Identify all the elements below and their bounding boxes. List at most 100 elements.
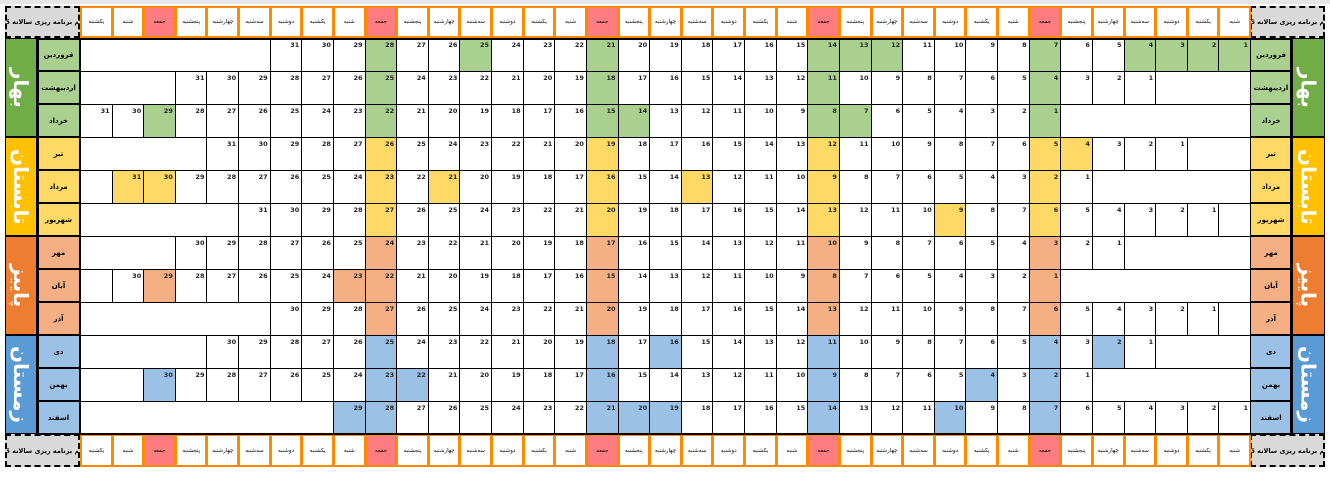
- day-cell[interactable]: 21: [554, 203, 587, 237]
- day-cell[interactable]: 3: [1155, 401, 1188, 435]
- day-cell[interactable]: 3: [997, 368, 1030, 402]
- day-cell[interactable]: 16: [744, 38, 777, 72]
- day-cell[interactable]: 5: [902, 104, 935, 138]
- day-cell[interactable]: 10: [775, 368, 809, 402]
- day-cell[interactable]: 29: [301, 203, 334, 237]
- day-cell[interactable]: 22: [459, 71, 493, 105]
- day-cell[interactable]: 25: [332, 236, 366, 270]
- day-cell[interactable]: 8: [870, 236, 904, 270]
- day-cell[interactable]: 27: [238, 368, 271, 402]
- day-cell[interactable]: 13: [744, 335, 777, 369]
- day-cell-holiday[interactable]: 6: [1028, 203, 1062, 237]
- day-cell-holiday[interactable]: 11: [807, 71, 840, 105]
- day-cell[interactable]: 16: [554, 269, 587, 303]
- day-cell-holiday[interactable]: 16: [585, 170, 619, 204]
- day-cell-holiday[interactable]: 4: [1028, 71, 1062, 105]
- day-cell[interactable]: 24: [301, 104, 334, 138]
- day-cell-holiday[interactable]: 8: [807, 269, 840, 303]
- day-cell[interactable]: 19: [554, 71, 587, 105]
- day-cell[interactable]: 5: [933, 368, 967, 402]
- day-cell[interactable]: 29: [206, 236, 240, 270]
- day-cell[interactable]: 1: [1123, 335, 1157, 369]
- day-cell[interactable]: 30: [301, 38, 334, 72]
- day-cell[interactable]: 16: [554, 104, 587, 138]
- day-cell-holiday[interactable]: 29: [332, 401, 366, 435]
- day-cell-holiday[interactable]: 22: [364, 269, 398, 303]
- day-cell[interactable]: 23: [427, 335, 461, 369]
- day-cell[interactable]: 14: [617, 269, 651, 303]
- day-cell[interactable]: 21: [554, 302, 587, 336]
- day-cell[interactable]: 4: [965, 170, 998, 204]
- day-cell[interactable]: 5: [997, 335, 1030, 369]
- day-cell[interactable]: 3: [1060, 335, 1093, 369]
- day-cell[interactable]: 8: [838, 170, 872, 204]
- day-cell[interactable]: 10: [838, 71, 872, 105]
- day-cell[interactable]: 22: [491, 137, 524, 171]
- day-cell[interactable]: 7: [997, 203, 1030, 237]
- day-cell[interactable]: 27: [206, 104, 240, 138]
- day-cell-holiday[interactable]: 1: [1028, 104, 1062, 138]
- day-cell-holiday[interactable]: 7: [838, 104, 872, 138]
- day-cell[interactable]: 17: [554, 170, 587, 204]
- day-cell-holiday[interactable]: 27: [364, 203, 398, 237]
- day-cell-holiday[interactable]: 29: [143, 104, 176, 138]
- day-cell[interactable]: 26: [332, 71, 366, 105]
- day-cell-holiday[interactable]: 5: [1028, 137, 1062, 171]
- day-cell[interactable]: 6: [965, 335, 998, 369]
- day-cell[interactable]: 11: [744, 368, 777, 402]
- day-cell[interactable]: 17: [649, 137, 682, 171]
- day-cell[interactable]: 17: [617, 71, 651, 105]
- day-cell[interactable]: 28: [301, 137, 334, 171]
- day-cell[interactable]: 8: [997, 401, 1030, 435]
- day-cell[interactable]: 24: [459, 302, 493, 336]
- day-cell[interactable]: 14: [680, 236, 714, 270]
- day-cell[interactable]: 23: [491, 203, 524, 237]
- day-cell[interactable]: 20: [554, 137, 587, 171]
- day-cell[interactable]: 16: [712, 302, 746, 336]
- day-cell[interactable]: 8: [933, 137, 967, 171]
- day-cell[interactable]: 28: [269, 335, 303, 369]
- day-cell-holiday[interactable]: 26: [364, 137, 398, 171]
- day-cell[interactable]: 24: [396, 335, 429, 369]
- day-cell[interactable]: 4: [1123, 401, 1157, 435]
- day-cell[interactable]: 23: [491, 302, 524, 336]
- day-cell[interactable]: 4: [1091, 203, 1125, 237]
- day-cell[interactable]: 12: [870, 401, 904, 435]
- day-cell[interactable]: 1: [1091, 236, 1125, 270]
- day-cell[interactable]: 7: [870, 170, 904, 204]
- day-cell[interactable]: 17: [522, 269, 556, 303]
- day-cell[interactable]: 15: [775, 38, 809, 72]
- day-cell[interactable]: 19: [491, 368, 524, 402]
- day-cell[interactable]: 17: [680, 302, 714, 336]
- day-cell[interactable]: 31: [80, 104, 113, 138]
- day-cell[interactable]: 18: [680, 38, 714, 72]
- day-cell[interactable]: 9: [775, 269, 809, 303]
- day-cell[interactable]: 7: [838, 269, 872, 303]
- day-cell[interactable]: 27: [301, 71, 334, 105]
- day-cell-holiday[interactable]: 20: [617, 401, 651, 435]
- day-cell[interactable]: 24: [427, 137, 461, 171]
- day-cell[interactable]: 3: [1123, 203, 1157, 237]
- day-cell-holiday[interactable]: 14: [807, 401, 840, 435]
- day-cell[interactable]: 2: [1155, 203, 1188, 237]
- day-cell[interactable]: 13: [712, 236, 746, 270]
- day-cell[interactable]: 6: [933, 236, 967, 270]
- day-cell[interactable]: 12: [744, 236, 777, 270]
- day-cell[interactable]: 19: [617, 302, 651, 336]
- day-cell[interactable]: 8: [965, 203, 998, 237]
- day-cell[interactable]: 13: [649, 269, 682, 303]
- day-cell[interactable]: 13: [775, 137, 809, 171]
- day-cell-holiday[interactable]: 2: [1028, 368, 1062, 402]
- day-cell[interactable]: 27: [301, 335, 334, 369]
- day-cell[interactable]: 6: [870, 269, 904, 303]
- day-cell[interactable]: 18: [649, 203, 682, 237]
- day-cell[interactable]: 17: [680, 203, 714, 237]
- day-cell[interactable]: 29: [174, 170, 208, 204]
- day-cell[interactable]: 28: [238, 236, 271, 270]
- day-cell[interactable]: 12: [712, 170, 746, 204]
- day-cell[interactable]: 5: [1091, 38, 1125, 72]
- day-cell[interactable]: 26: [396, 203, 429, 237]
- day-cell[interactable]: 3: [1123, 302, 1157, 336]
- day-cell-holiday[interactable]: 3: [1028, 236, 1062, 270]
- day-cell-holiday[interactable]: 12: [807, 137, 840, 171]
